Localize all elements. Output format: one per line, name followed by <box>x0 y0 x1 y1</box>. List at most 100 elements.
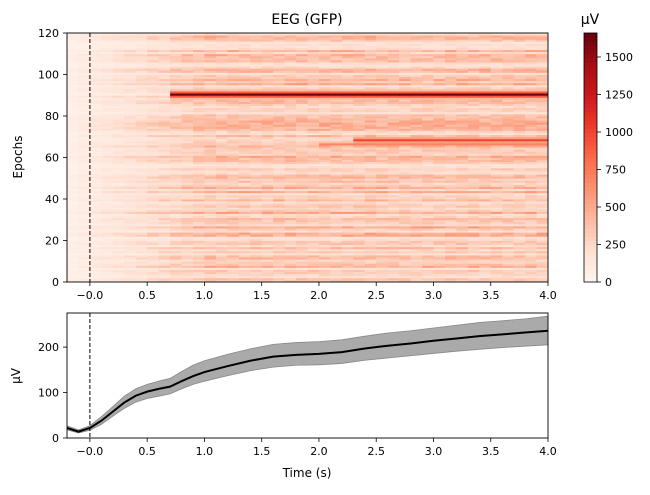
heatmap-cell <box>525 242 538 246</box>
heatmap-cell <box>273 53 286 57</box>
heatmap-cell <box>192 45 206 48</box>
heatmap-cell <box>456 138 469 142</box>
heatmap-cell <box>112 223 125 227</box>
heatmap-cell <box>124 271 137 275</box>
heatmap-cell <box>215 194 228 198</box>
heatmap-cell <box>353 213 366 216</box>
heatmap-cell <box>261 161 274 165</box>
heatmap-cell <box>525 136 538 140</box>
heatmap-cell <box>101 161 114 165</box>
heatmap-cell <box>502 118 515 121</box>
heatmap-cell <box>170 246 183 250</box>
heatmap-cell <box>387 184 400 187</box>
heatmap-cell <box>204 78 217 82</box>
heatmap-cell <box>422 223 435 227</box>
heatmap-cell <box>204 76 217 80</box>
heatmap-cell <box>410 134 423 138</box>
heatmap-cell <box>112 78 125 82</box>
heatmap-cell <box>307 273 320 277</box>
heatmap-cell <box>124 255 137 258</box>
heatmap-cell <box>525 234 538 237</box>
heatmap-cell <box>296 64 309 67</box>
heatmap-cell <box>353 178 366 181</box>
heatmap-cell <box>525 86 538 90</box>
heatmap-cell <box>67 169 80 173</box>
heatmap-cell <box>307 190 320 194</box>
heatmap-cell <box>158 95 171 98</box>
heatmap-cell <box>341 45 354 48</box>
heatmap-cell <box>307 130 320 133</box>
heatmap-cell <box>422 86 435 90</box>
heatmap-cell <box>353 242 366 246</box>
heatmap-cell <box>67 267 80 270</box>
heatmap-cell <box>261 118 274 121</box>
heatmap-cell <box>101 169 114 173</box>
heatmap-cell <box>112 91 125 94</box>
heatmap-cell <box>124 215 137 219</box>
heatmap-cell <box>135 43 148 46</box>
heatmap-cell <box>261 169 274 173</box>
heatmap-cell <box>410 238 423 241</box>
heatmap-cell <box>525 155 538 158</box>
heatmap-cell <box>124 82 137 86</box>
heatmap-cell <box>284 246 297 250</box>
heatmap-cell <box>170 275 183 279</box>
heatmap-cell <box>296 186 309 190</box>
heatmap-cell <box>192 252 206 256</box>
heatmap-cell <box>353 211 366 214</box>
heatmap-cell <box>261 130 274 133</box>
heatmap-cell <box>170 167 183 171</box>
heatmap-cell <box>490 259 503 262</box>
heatmap-cell <box>513 277 526 281</box>
heatmap-cell <box>238 199 251 202</box>
heatmap-cell <box>422 155 435 158</box>
heatmap-cell <box>330 232 343 235</box>
heatmap-cell <box>112 217 125 221</box>
heatmap-cell <box>525 269 538 273</box>
heatmap-cell <box>399 142 412 146</box>
heatmap-cell <box>101 59 114 63</box>
heatmap-cell <box>273 182 286 185</box>
heatmap-cell <box>101 265 114 268</box>
heatmap-cell <box>502 167 515 171</box>
heatmap-cell <box>330 248 343 252</box>
heatmap-cell <box>330 159 343 163</box>
heatmap-cell <box>353 43 366 46</box>
heatmap-cell <box>135 82 148 86</box>
heatmap-cell <box>353 91 366 94</box>
heatmap-cell <box>502 228 515 231</box>
heatmap-cell <box>341 267 354 270</box>
heatmap-cell <box>307 261 320 264</box>
heatmap-cell <box>399 221 412 225</box>
heatmap-cell <box>170 132 183 136</box>
heatmap-cell <box>456 132 469 136</box>
heatmap-cell <box>399 199 412 202</box>
heatmap-cell <box>204 279 217 282</box>
heatmap-cell <box>341 242 354 246</box>
heatmap-cell <box>112 273 125 277</box>
heatmap-cell <box>215 72 228 75</box>
heatmap-cell <box>227 250 240 254</box>
heatmap-cell <box>513 95 526 98</box>
heatmap-cell <box>536 203 548 206</box>
heatmap-cell <box>101 201 114 204</box>
heatmap-cell <box>250 43 263 46</box>
heatmap-cell <box>227 242 240 246</box>
heatmap-cell <box>376 255 389 258</box>
heatmap-cell <box>433 149 446 152</box>
heatmap-cell <box>170 223 183 227</box>
heatmap-cell <box>296 47 309 50</box>
heatmap-cell <box>353 192 366 196</box>
heatmap-cell <box>135 153 148 156</box>
heatmap-cell <box>192 72 206 75</box>
heatmap-cell <box>67 74 80 77</box>
heatmap-cell <box>284 228 297 231</box>
heatmap-cell <box>192 39 206 42</box>
heatmap-cell <box>433 66 446 69</box>
heatmap-cell <box>238 80 251 84</box>
heatmap-cell <box>422 97 435 100</box>
heatmap-cell <box>502 209 515 212</box>
heatmap-cell <box>456 267 469 270</box>
heatmap-cell <box>250 165 263 169</box>
heatmap-cell <box>536 240 548 243</box>
